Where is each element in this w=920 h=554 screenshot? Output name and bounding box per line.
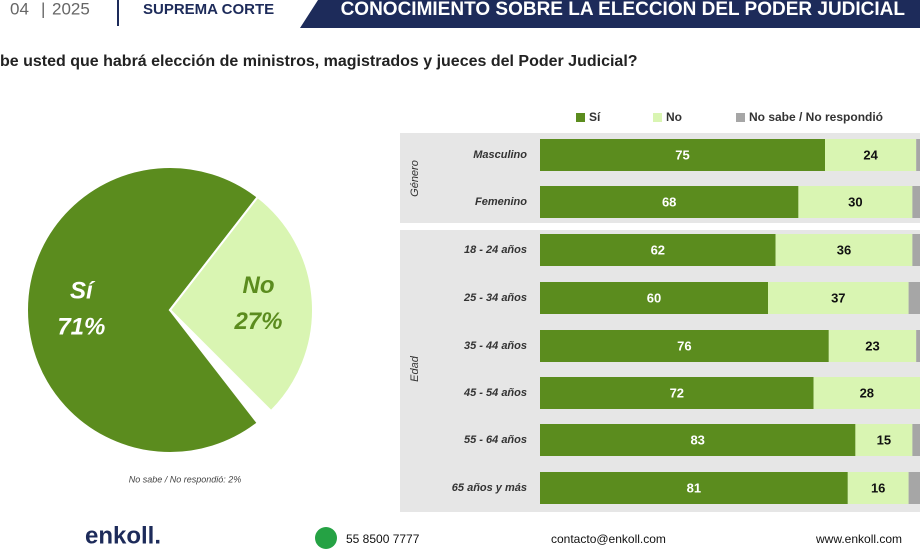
- banner: CONOCIMIENTO SOBRE LA ELECCIÓN DEL PODER…: [341, 0, 906, 20]
- bar-segment: [798, 186, 913, 218]
- bar-segment: [912, 424, 920, 456]
- pie-slice: [168, 195, 314, 413]
- bar-label: 76: [677, 338, 691, 353]
- bar-label: 28: [860, 385, 874, 400]
- slice-label: 71%: [57, 313, 105, 340]
- bar-label: 62: [651, 242, 665, 257]
- bar-segment: [540, 186, 799, 218]
- group-label: Género: [409, 160, 421, 197]
- bar-segment: [813, 377, 920, 409]
- bar-segment: [828, 330, 917, 362]
- bar-label: 83: [690, 432, 704, 447]
- bar-segment: [540, 377, 814, 409]
- bar-label: 75: [675, 147, 689, 162]
- bar-segment: [540, 282, 768, 314]
- bar-label: 81: [687, 480, 701, 495]
- bar-segment: [775, 234, 913, 266]
- bar-segment: [540, 234, 776, 266]
- question: be usted que habrá elección de ministros…: [0, 53, 638, 70]
- category-label: Femenino: [475, 196, 527, 208]
- category-label: 18 - 24 años: [464, 244, 527, 256]
- section: SUPREMA CORTE: [143, 1, 274, 18]
- whatsapp-icon: [315, 527, 337, 549]
- bar-segment: [540, 139, 825, 171]
- group-panel: [400, 230, 920, 512]
- category-label: 45 - 54 años: [463, 387, 527, 399]
- bar-segment: [916, 139, 920, 171]
- category-label: 65 años y más: [452, 482, 527, 494]
- website: www.enkoll.com: [815, 532, 902, 546]
- pie-note: No sabe / No respondió: 2%: [129, 474, 242, 484]
- bar-segment: [847, 472, 909, 504]
- year: 2025: [52, 0, 90, 18]
- bar-segment: [855, 424, 913, 456]
- bar-label: 30: [848, 194, 862, 209]
- bar-label: 37: [831, 290, 845, 305]
- bar-segment: [908, 472, 920, 504]
- category-label: 35 - 44 años: [464, 340, 527, 352]
- bar-label: 23: [865, 338, 879, 353]
- slice-name: Sí: [70, 277, 96, 304]
- legend-label: Sí: [589, 110, 601, 124]
- bar-label: 68: [662, 194, 676, 209]
- category-label: 55 - 64 años: [464, 434, 527, 446]
- legend-swatch: [653, 113, 662, 122]
- bar-segment: [908, 282, 920, 314]
- bar-segment: [916, 330, 920, 362]
- group-label: Edad: [409, 355, 421, 382]
- legend-label: No: [666, 110, 682, 124]
- legend-swatch: [576, 113, 585, 122]
- legend-label: No sabe / No respondió: [749, 110, 883, 124]
- slice-label: 27%: [233, 308, 282, 335]
- bar-label: 60: [647, 290, 661, 305]
- category-label: Masculino: [473, 149, 527, 161]
- bar-label: 24: [863, 147, 878, 162]
- bar-segment: [540, 472, 848, 504]
- bar-label: 72: [670, 385, 684, 400]
- legend-swatch: [736, 113, 745, 122]
- bar-label: 36: [837, 242, 851, 257]
- slice-name: No: [242, 272, 274, 299]
- bar-segment: [825, 139, 917, 171]
- pie-slice: [26, 166, 260, 454]
- category-label: 25 - 34 años: [463, 292, 527, 304]
- sep: |: [41, 0, 45, 18]
- bar-label: 15: [877, 432, 891, 447]
- banner-bg: [300, 0, 920, 28]
- phone: 55 8500 7777: [346, 532, 420, 546]
- bar-segment: [912, 234, 920, 266]
- bar-segment: [540, 330, 829, 362]
- brand: enkoll.: [85, 522, 161, 549]
- bar-label: 16: [871, 480, 885, 495]
- month: 04: [10, 0, 29, 18]
- bar-segment: [768, 282, 909, 314]
- bar-segment: [540, 424, 856, 456]
- email: contacto@enkoll.com: [551, 532, 666, 546]
- bar-segment: [912, 186, 920, 218]
